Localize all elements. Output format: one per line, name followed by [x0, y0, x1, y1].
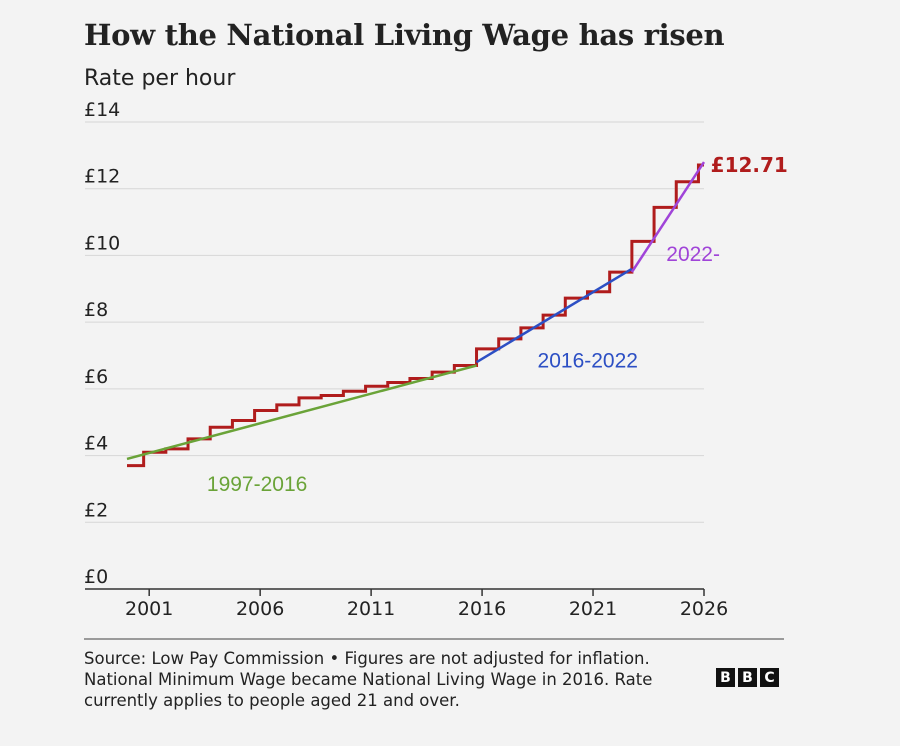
logo-letter-3: C — [760, 668, 779, 687]
x-axis-ticks: 2001 2006 2011 2016 2021 2026 — [125, 589, 728, 620]
series-group — [126, 161, 706, 468]
logo-letter-2: B — [738, 668, 757, 687]
bbc-logo: B B C — [716, 668, 779, 687]
y-tick-label: £8 — [84, 299, 108, 321]
chart: £0 £2 £4 £6 £8 £10 £12 £14 2001 2006 2011 2016 2021… — [84, 99, 788, 620]
x-tick-label: 2026 — [680, 598, 728, 620]
y-tick-label: £10 — [84, 232, 120, 254]
end-value-label: £12.71 — [711, 153, 788, 177]
series-wage-step-line — [127, 163, 704, 468]
trend-line-2022- — [630, 161, 706, 273]
x-tick-label: 2016 — [458, 598, 506, 620]
y-axis-ticks: £0 £2 £4 £6 £8 £10 £12 £14 — [84, 99, 120, 588]
logo-letter-1: B — [716, 668, 735, 687]
trend-line-2016-2022 — [475, 267, 633, 364]
y-tick-label: £4 — [84, 433, 108, 455]
y-tick-label: £0 — [84, 566, 108, 588]
x-tick-label: 2006 — [236, 598, 284, 620]
footnote: National Minimum Wage became National Li… — [84, 670, 653, 710]
gridlines — [85, 121, 704, 590]
source-note: Source: Low Pay Commission • Figures are… — [84, 649, 650, 668]
trend-label: 2016-2022 — [538, 350, 638, 373]
y-tick-label: £2 — [84, 499, 108, 521]
trend-label: 2022- — [666, 243, 720, 266]
x-tick-label: 2021 — [569, 598, 617, 620]
annotations: £12.71 1997-2016 2016-2022 2022- — [207, 153, 788, 496]
trend-line-1997-2016 — [126, 364, 477, 461]
trend-label: 1997-2016 — [207, 473, 307, 496]
x-tick-label: 2011 — [347, 598, 395, 620]
y-tick-label: £14 — [84, 99, 120, 121]
x-tick-label: 2001 — [125, 598, 173, 620]
footer-divider — [84, 638, 784, 640]
y-tick-label: £6 — [84, 366, 108, 388]
y-tick-label: £12 — [84, 166, 120, 188]
footer: Source: Low Pay Commission • Figures are… — [84, 648, 704, 711]
chart-title: How the National Living Wage has risen — [84, 18, 725, 52]
chart-subtitle: Rate per hour — [84, 66, 236, 91]
